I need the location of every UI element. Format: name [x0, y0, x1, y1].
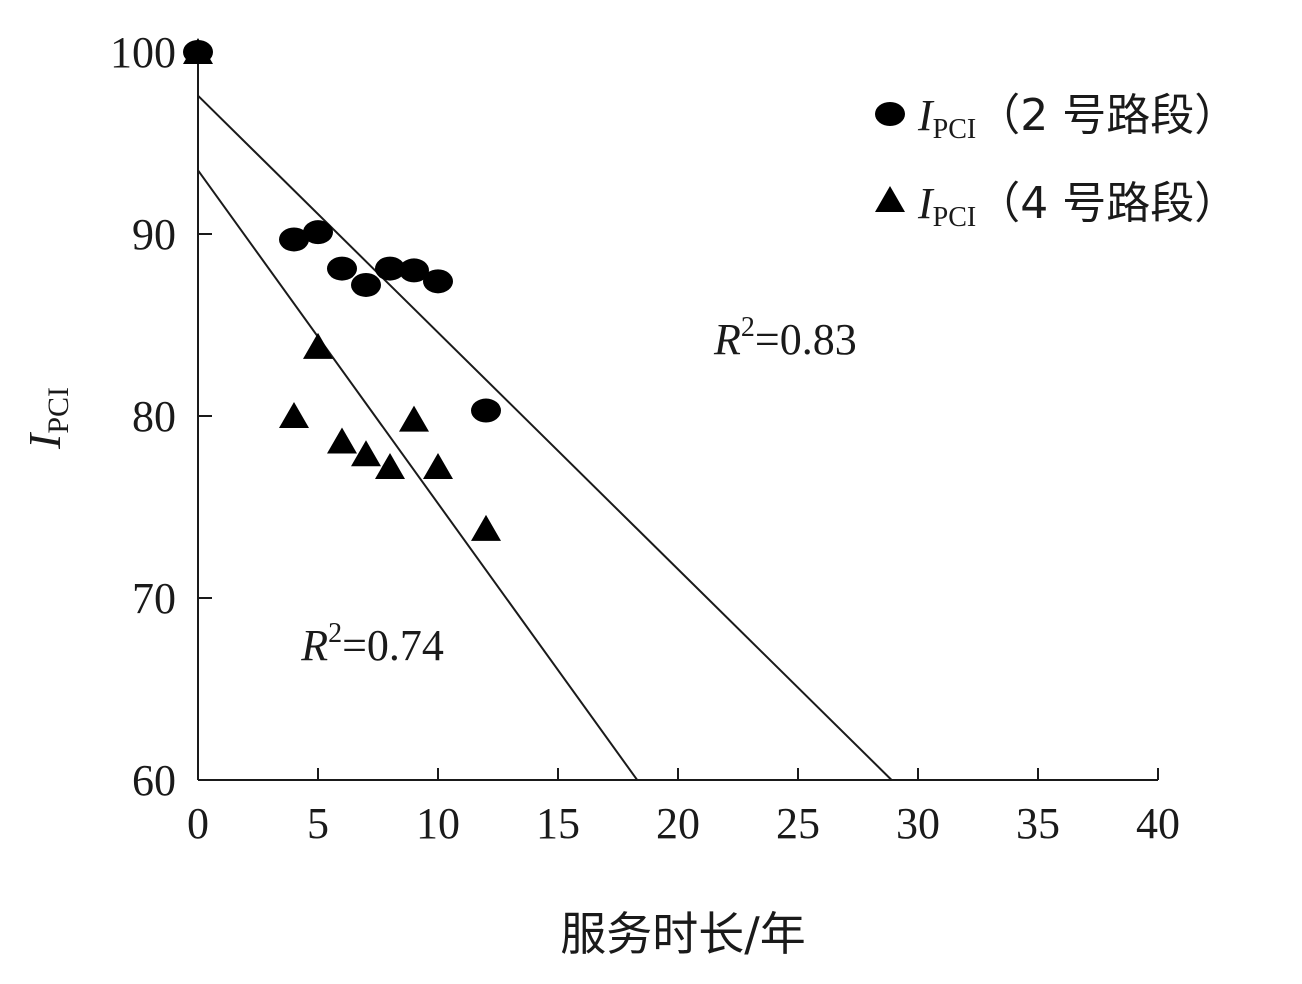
legend-label-series-0: IPCI（2 号路段）: [917, 90, 1238, 145]
legend: IPCI（2 号路段） IPCI（4 号路段）: [875, 90, 1238, 233]
point-series-0: [399, 258, 429, 283]
point-series-1: [327, 427, 357, 454]
y-tick-label: 90: [132, 210, 176, 259]
x-tick-label: 30: [896, 799, 940, 848]
r2-annotation-1: R2=0.74: [300, 618, 444, 670]
legend-item-series-1: IPCI（4 号路段）: [875, 178, 1238, 233]
fit-lines: [197, 94, 893, 781]
x-tick-label: 10: [416, 799, 460, 848]
y-axis-title-main: I: [19, 431, 70, 450]
point-series-0: [471, 398, 501, 423]
y-axis-title-sub: PCI: [42, 387, 75, 434]
legend-circle-marker: [875, 102, 905, 126]
point-series-1: [375, 452, 405, 479]
y-tick-label: 100: [110, 28, 176, 77]
point-series-1: [183, 38, 213, 64]
point-series-1: [399, 405, 429, 432]
x-tick-label: 35: [1016, 799, 1060, 848]
x-tick-label: 20: [656, 799, 700, 848]
x-ticks: 0 5 10 15 20 25 30 35 40: [187, 768, 1180, 848]
legend-item-series-0: IPCI（2 号路段）: [875, 90, 1238, 145]
x-tick-label: 15: [536, 799, 580, 848]
r2-annotation-0: R2=0.83: [713, 312, 857, 364]
point-series-0: [423, 269, 453, 294]
point-series-1: [279, 402, 309, 428]
y-ticks: 60 70 80 90 100: [110, 28, 212, 805]
point-series-0: [327, 256, 357, 281]
x-axis-title: 服务时长/年: [560, 907, 806, 961]
fit-line-series-0: [197, 94, 893, 781]
point-series-1: [351, 440, 381, 467]
x-tick-label: 40: [1136, 799, 1180, 848]
annotations: R2=0.83 R2=0.74: [300, 312, 857, 670]
point-series-1: [471, 514, 501, 541]
point-series-0: [351, 272, 381, 297]
point-series-1: [423, 452, 453, 479]
data-points: [183, 38, 501, 541]
legend-label-series-1: IPCI（4 号路段）: [917, 178, 1238, 233]
legend-triangle-marker: [875, 186, 905, 212]
y-tick-label: 70: [132, 574, 176, 623]
y-tick-label: 60: [132, 756, 176, 805]
x-tick-label: 25: [776, 799, 820, 848]
point-series-0: [303, 220, 333, 245]
point-series-0: [375, 256, 405, 281]
y-axis-title: IPCI: [19, 387, 75, 450]
point-series-1: [303, 332, 333, 359]
x-tick-label: 0: [187, 799, 209, 848]
y-tick-label: 80: [132, 392, 176, 441]
fit-line-series-1: [197, 169, 639, 781]
point-series-0: [279, 227, 309, 252]
x-tick-label: 5: [307, 799, 329, 848]
